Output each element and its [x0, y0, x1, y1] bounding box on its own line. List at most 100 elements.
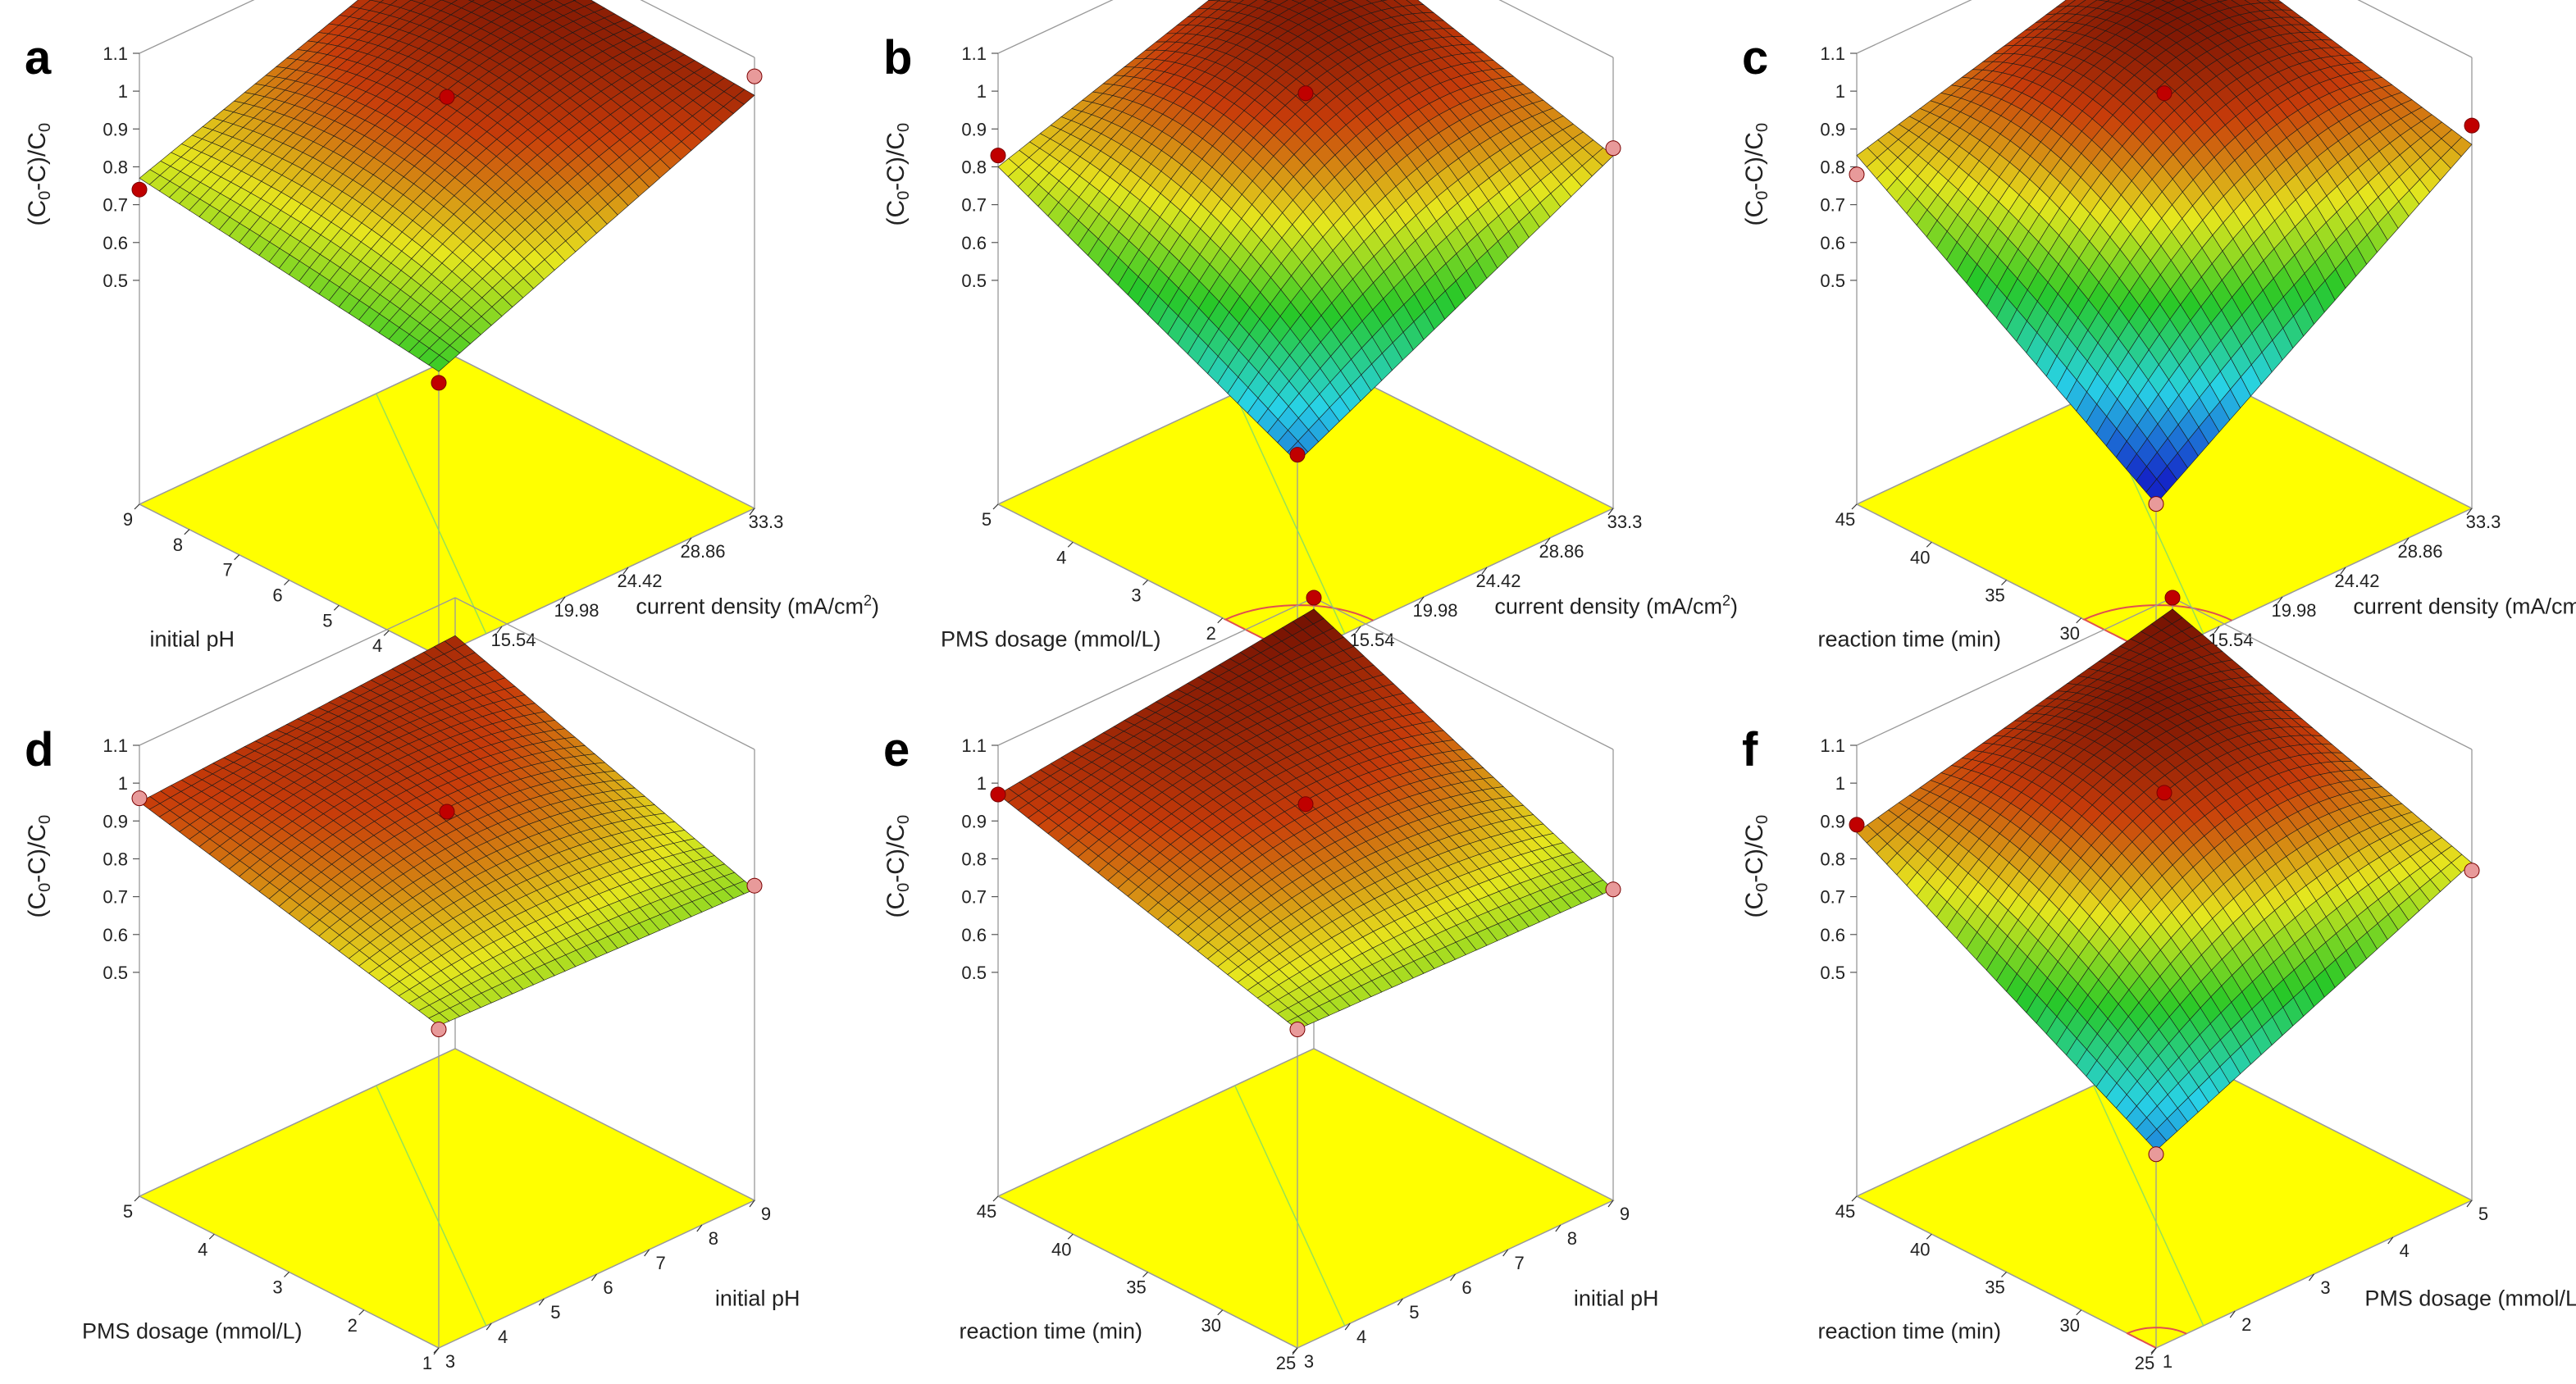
x-tick-label: 19.98 — [554, 600, 599, 621]
panel-f: 0.5 0.6 0.7 0.8 0.9 1 1.1 (C0-C)/C0 1 2 3 4 5 PMS dos… — [1717, 590, 2576, 1384]
frame-line — [1856, 597, 2173, 746]
y-tick-mark — [2001, 580, 2007, 585]
x-tick-label: 19.98 — [2271, 600, 2316, 621]
y-tick-mark — [992, 503, 999, 510]
z-tick-label: 0.5 — [961, 271, 987, 291]
y-tick-label: 45 — [1835, 509, 1855, 530]
y-tick-label: 35 — [1126, 1277, 1146, 1298]
x-tick-mark — [686, 537, 692, 545]
contour-line — [1234, 393, 1346, 635]
z-tick-label: 1 — [977, 773, 987, 794]
design-point-marker — [2464, 117, 2480, 134]
x-tick-label: 9 — [761, 1204, 771, 1224]
y-tick-mark — [184, 529, 190, 535]
x-tick-mark — [496, 626, 503, 634]
y-tick-label: 9 — [123, 509, 133, 530]
y-tick-label: 5 — [322, 610, 332, 631]
design-point-marker — [1289, 1022, 1306, 1037]
panel-b: 0.50.60.70.80.911.1(C0-C)/C011.115.5419.… — [859, 0, 1738, 692]
frame-line — [1498, 0, 1614, 58]
y-tick-label: 40 — [1910, 547, 1930, 567]
x-tick-mark — [1418, 596, 1425, 604]
z-axis: 0.50.60.70.80.911.1(C0-C)/C0 — [24, 735, 139, 983]
z-tick-label: 0.6 — [961, 233, 987, 253]
x-tick-label: 4 — [498, 1327, 508, 1347]
y-tick-label: 45 — [977, 1201, 996, 1222]
y-tick-label: 3 — [272, 1277, 282, 1298]
floor-plane — [138, 1048, 756, 1349]
z-tick-label: 1.1 — [103, 43, 128, 64]
x-tick-label: 15.54 — [490, 630, 536, 650]
y-tick-label: 35 — [1985, 585, 2004, 606]
z-tick-label: 0.8 — [961, 849, 987, 869]
z-tick-label: 0.5 — [103, 963, 128, 983]
x-tick-label: 33.3 — [1607, 512, 1643, 532]
y-tick-mark — [383, 630, 390, 636]
x-tick-label: 4 — [1356, 1327, 1366, 1347]
y-tick-mark — [1851, 503, 1858, 510]
surface-plot-a: 0.50.60.70.80.911.1(C0-C)/C011.115.5419.… — [24, 0, 879, 681]
design-point-marker — [1297, 796, 1314, 813]
y-tick-label: 3 — [1131, 585, 1141, 606]
frame-line — [139, 0, 255, 54]
design-point-marker — [2156, 85, 2173, 102]
design-point-marker — [131, 181, 148, 198]
x-tick-label: 3 — [445, 1351, 455, 1372]
surface-plot-d: 0.50.60.70.80.911.1(C0-C)/C03456789initi… — [24, 597, 800, 1373]
z-tick-label: 1.1 — [103, 735, 128, 756]
x-tick-label: 3 — [1304, 1351, 1314, 1372]
y-tick-mark — [1217, 1309, 1224, 1316]
contour-line — [376, 393, 487, 635]
floor-plane — [996, 1048, 1615, 1349]
y-tick-mark — [284, 580, 290, 585]
design-point-marker — [990, 786, 1006, 803]
z-tick-label: 1 — [1835, 81, 1845, 102]
design-point-marker — [1605, 881, 1621, 898]
panel-label-a: a — [25, 31, 52, 84]
x-tick-label: 19.98 — [1412, 600, 1457, 621]
design-point-marker — [746, 68, 763, 84]
x-tick-label: 24.42 — [617, 571, 662, 591]
x-tick-mark — [1344, 1323, 1351, 1331]
z-tick-label: 0.8 — [103, 849, 128, 869]
y-tick-label: 30 — [1201, 1315, 1221, 1336]
x-tick-mark — [2277, 596, 2283, 604]
x-tick-label: 5 — [1409, 1302, 1419, 1323]
x-tick-label: 8 — [1567, 1228, 1577, 1249]
z-tick-label: 0.7 — [103, 887, 128, 908]
response-surface — [997, 608, 1614, 1030]
surface-plot-c: 0.50.60.70.80.911.1(C0-C)/C011.115.5419.… — [1741, 0, 2576, 681]
z-tick-label: 0.8 — [103, 157, 128, 177]
x-axis-title: initial pH — [1574, 1286, 1659, 1310]
x-tick-mark — [1607, 1200, 1614, 1208]
x-tick-mark — [1607, 508, 1614, 516]
x-tick-label: 28.86 — [1539, 541, 1584, 562]
x-tick-label: 24.42 — [2334, 571, 2379, 591]
y-tick-mark — [284, 1272, 290, 1277]
y-tick-mark — [358, 1309, 365, 1316]
y-tick-mark — [134, 503, 140, 510]
x-axis-title: current density (mA/cm2) — [1494, 592, 1738, 618]
x-tick-label: 9 — [1620, 1204, 1630, 1224]
contour-line — [376, 1085, 487, 1327]
z-tick-label: 0.6 — [961, 925, 987, 945]
z-tick-label: 1 — [118, 773, 128, 794]
y-tick-mark — [433, 1347, 440, 1354]
z-axis-title: (C0-C)/C0 — [882, 815, 913, 918]
contour-line — [2081, 604, 2232, 657]
x-tick-mark — [559, 596, 566, 604]
x-tick-label: 7 — [656, 1253, 666, 1273]
z-tick-label: 0.9 — [961, 119, 987, 139]
x-tick-label: 5 — [550, 1302, 560, 1323]
z-tick-label: 0.9 — [103, 811, 128, 831]
frame-line — [997, 0, 1114, 54]
y-axis-title: reaction time (min) — [959, 1318, 1142, 1343]
contour-line — [2093, 1085, 2204, 1327]
z-tick-label: 0.7 — [1820, 195, 1845, 216]
